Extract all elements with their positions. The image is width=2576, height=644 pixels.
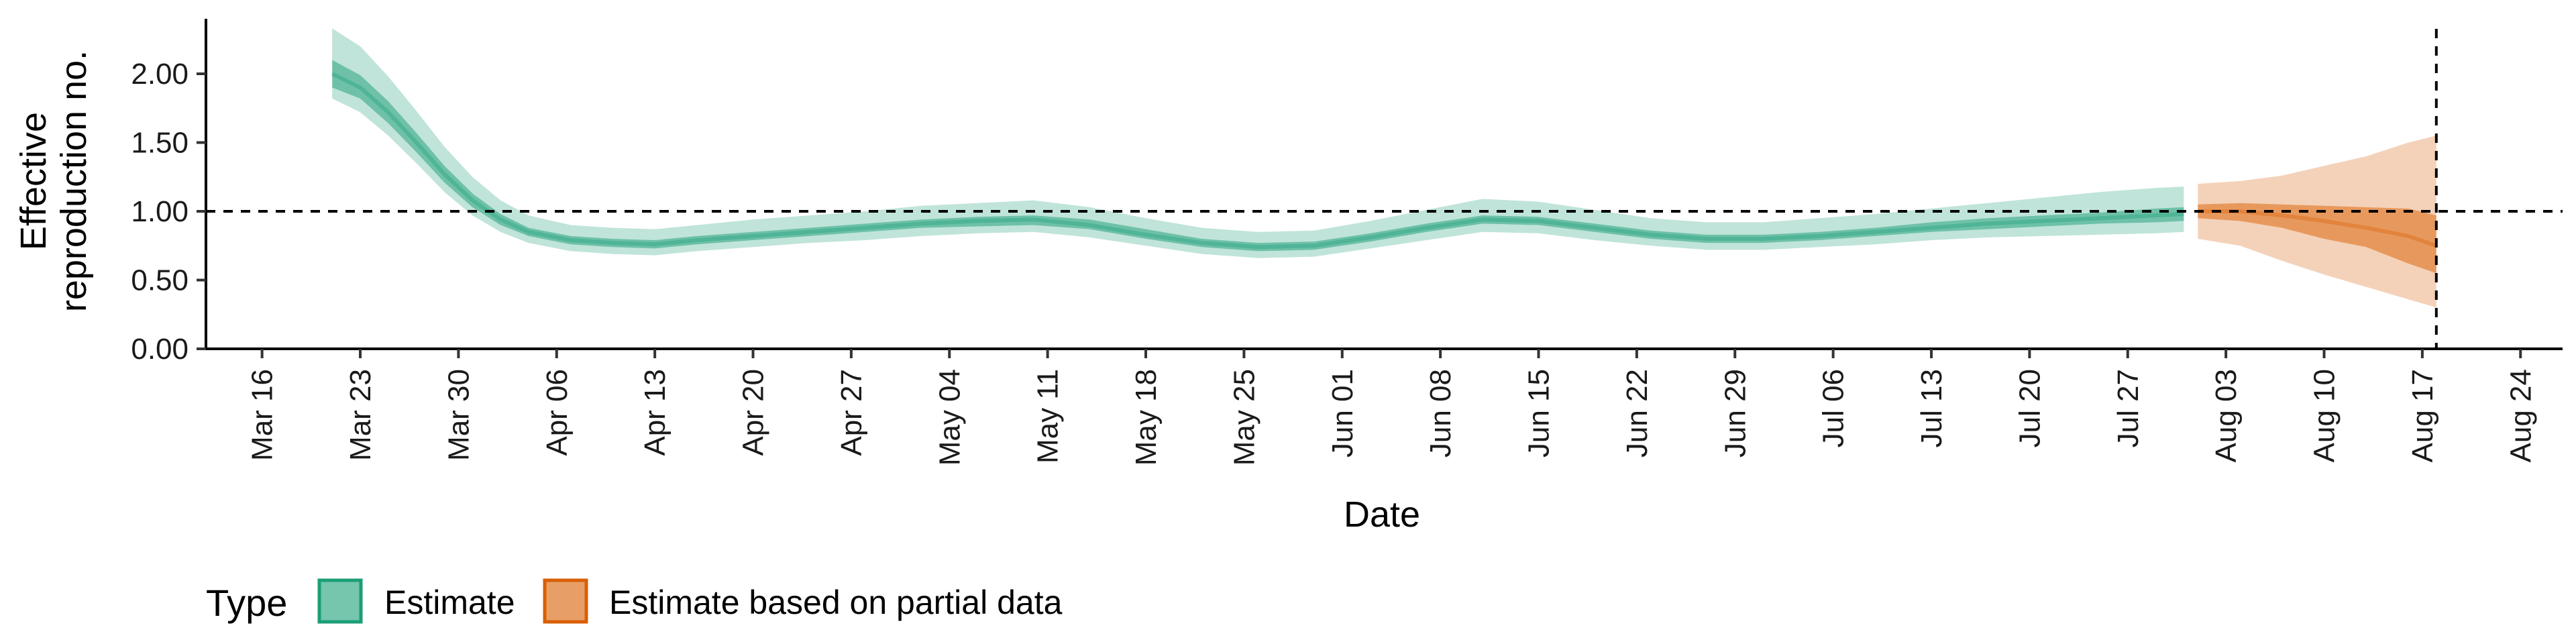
series-0-point-18	[1088, 224, 1091, 227]
series-0-point-21	[1256, 246, 1259, 248]
series-0-point-9	[611, 241, 614, 244]
y-tick-label-0: 0.00	[131, 333, 189, 366]
series-0-point-11	[696, 239, 698, 241]
x-tick-label-19: Jul 27	[2112, 369, 2145, 447]
series-0-point-25	[1481, 218, 1484, 221]
legend-key-estimate	[317, 578, 363, 624]
x-tick-label-22: Aug 17	[2406, 369, 2439, 462]
series-1-median-line	[2198, 209, 2437, 248]
y-tick-label-2: 1.00	[131, 195, 189, 228]
series-0-point-24	[1425, 227, 1428, 229]
series-0-point-20	[1201, 241, 1203, 244]
series-0-point-31	[1818, 235, 1821, 237]
series-0-point-14	[864, 227, 867, 229]
x-tick-label-9: May 18	[1130, 369, 1163, 466]
axes: 0.00 0.50 1.00 1.50 2.00 Mar 16 Mar 23 Mar 30 Ap…	[131, 19, 2563, 466]
series-0-point-28	[1650, 233, 1652, 236]
legend-label-estimate: Estimate	[384, 584, 515, 621]
series-0-point-36	[2098, 217, 2101, 219]
series-0-point-23	[1369, 236, 1372, 239]
x-tick-label-17: Jul 13	[1915, 369, 1948, 447]
x-tick-label-12: Jun 08	[1424, 369, 1457, 458]
legend-key-partial	[543, 578, 588, 624]
x-tick-label-14: Jun 22	[1621, 369, 1654, 458]
series-0-point-1	[359, 87, 362, 89]
series-0-point-6	[499, 218, 502, 221]
series-0-point-26	[1538, 219, 1540, 222]
x-tick-label-21: Aug 10	[2308, 369, 2341, 462]
series-0-point-10	[653, 243, 656, 246]
x-tick-label-4: Apr 13	[639, 369, 672, 456]
y-axis-title-line-1: Effective	[13, 112, 54, 250]
series-0-point-4	[443, 173, 446, 176]
x-tick-label-23: Aug 24	[2504, 369, 2537, 462]
series-1-point-3	[2323, 219, 2326, 222]
series-0-point-12	[752, 235, 755, 237]
series-0-point-19	[1144, 233, 1147, 236]
x-tick-label-18: Jul 20	[2013, 369, 2046, 447]
y-tick-label-1: 0.50	[131, 264, 189, 297]
series-0-point-3	[415, 142, 418, 144]
series-0-point-17	[1032, 218, 1035, 221]
y-tick-label-3: 1.50	[131, 127, 189, 160]
legend-title: Type	[206, 582, 287, 624]
series-0-band-90	[332, 28, 2184, 258]
series-0-point-32	[1874, 231, 1876, 233]
series-1	[2198, 136, 2437, 308]
plot-bands	[331, 28, 2437, 308]
series-0-median-line	[331, 72, 2184, 250]
series-0-point-22	[1313, 244, 1316, 247]
series-0-point-0	[331, 72, 333, 75]
series-0-point-27	[1593, 227, 1596, 229]
x-tick-label-15: Jun 29	[1719, 369, 1752, 458]
series-1-band-50	[2198, 203, 2436, 274]
series-0-point-7	[527, 231, 530, 233]
x-axis-title: Date	[1344, 494, 1420, 535]
x-tick-label-2: Mar 30	[442, 369, 475, 461]
series-0-point-5	[471, 199, 474, 202]
x-tick-label-8: May 11	[1032, 369, 1065, 464]
series-0-point-37	[2155, 214, 2157, 217]
x-tick-label-0: Mar 16	[246, 369, 279, 461]
series-0-point-16	[976, 219, 979, 222]
series-0-point-34	[1986, 222, 1989, 225]
series-0-point-2	[387, 111, 390, 113]
series-0	[331, 28, 2185, 258]
reference-lines	[206, 29, 2563, 349]
series-1-point-2	[2281, 214, 2284, 217]
series-0-point-33	[1930, 227, 1933, 229]
y-axis-title: Effective reproduction no.	[13, 50, 94, 312]
series-1-point-4	[2365, 227, 2367, 229]
series-0-point-15	[920, 222, 922, 225]
series-1-point-5	[2407, 235, 2410, 237]
series-1-point-1	[2239, 210, 2241, 213]
x-tick-label-11: Jun 01	[1326, 369, 1359, 458]
x-tick-label-6: Apr 27	[835, 369, 868, 456]
x-tick-label-5: Apr 20	[737, 369, 770, 456]
x-tick-label-13: Jun 15	[1523, 369, 1556, 458]
series-0-point-30	[1762, 237, 1764, 240]
series-0-point-29	[1705, 237, 1708, 240]
x-tick-label-7: May 04	[933, 369, 966, 466]
y-tick-label-4: 2.00	[131, 58, 189, 91]
x-tick-label-20: Aug 03	[2210, 369, 2243, 462]
x-tick-label-3: Apr 06	[541, 369, 574, 456]
series-0-point-8	[570, 239, 572, 241]
series-0-point-13	[808, 231, 810, 233]
x-tick-label-16: Jul 06	[1817, 369, 1850, 447]
x-tick-label-1: Mar 23	[344, 369, 377, 461]
series-0-point-38	[2182, 213, 2185, 215]
y-axis-title-line-2: reproduction no.	[54, 50, 94, 312]
series-0-point-35	[2042, 219, 2045, 222]
legend: Type Estimate Estimate based on partial …	[206, 578, 1063, 624]
x-tick-label-10: May 25	[1228, 369, 1260, 466]
legend-label-partial: Estimate based on partial data	[609, 584, 1063, 621]
